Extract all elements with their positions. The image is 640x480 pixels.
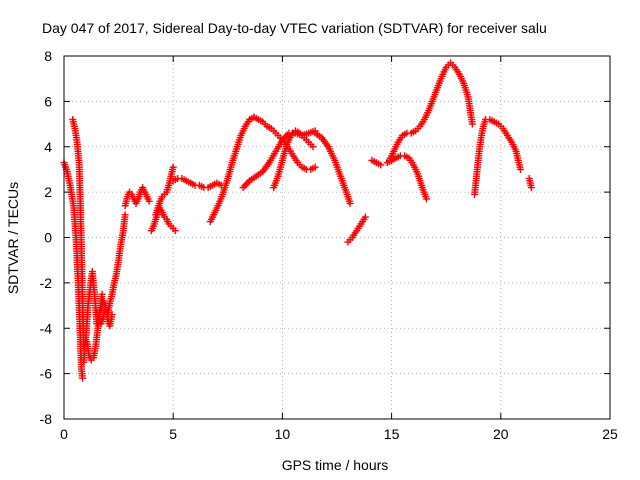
data-point	[98, 290, 106, 298]
y-tick-label: 6	[44, 93, 52, 109]
data-point	[346, 199, 354, 207]
y-axis-label: SDTVAR / TECUs	[5, 182, 21, 294]
data-point	[311, 163, 319, 171]
y-tick-label: -4	[40, 320, 53, 336]
y-tick-label: -6	[40, 366, 53, 382]
data-point	[241, 182, 249, 190]
x-tick-label: 10	[275, 426, 291, 442]
data-point	[145, 197, 153, 205]
y-tick-label: 8	[44, 48, 52, 64]
x-axis-label: GPS time / hours	[282, 457, 389, 473]
y-tick-label: -8	[40, 411, 53, 427]
data-point	[516, 165, 524, 173]
chart-title: Day 047 of 2017, Sidereal Day-to-day VTE…	[42, 20, 547, 36]
y-tick-label: 0	[44, 230, 52, 246]
data-point	[361, 213, 369, 221]
data-point	[468, 120, 476, 128]
data-point	[239, 184, 247, 192]
data-point	[242, 180, 250, 188]
data-marks	[60, 59, 535, 382]
data-point	[79, 374, 87, 382]
y-tick-label: 2	[44, 184, 52, 200]
data-point	[377, 161, 385, 169]
x-tick-label: 25	[602, 426, 618, 442]
data-point	[244, 178, 252, 186]
y-tick-label: 4	[44, 139, 52, 155]
x-tick-label: 0	[60, 426, 68, 442]
data-point	[171, 227, 179, 235]
data-point	[169, 163, 177, 171]
data-point	[121, 211, 129, 219]
data-point	[309, 143, 317, 151]
y-tick-label: -2	[40, 275, 53, 291]
grid-layer	[64, 56, 610, 419]
axis-ticks: 0 5 10 15 20 25 -8 -6 -4 -2 0 2 4 6 8	[40, 48, 618, 442]
x-tick-label: 15	[384, 426, 400, 442]
data-point	[423, 195, 431, 203]
x-tick-label: 5	[169, 426, 177, 442]
x-tick-label: 20	[493, 426, 509, 442]
data-point	[527, 184, 535, 192]
